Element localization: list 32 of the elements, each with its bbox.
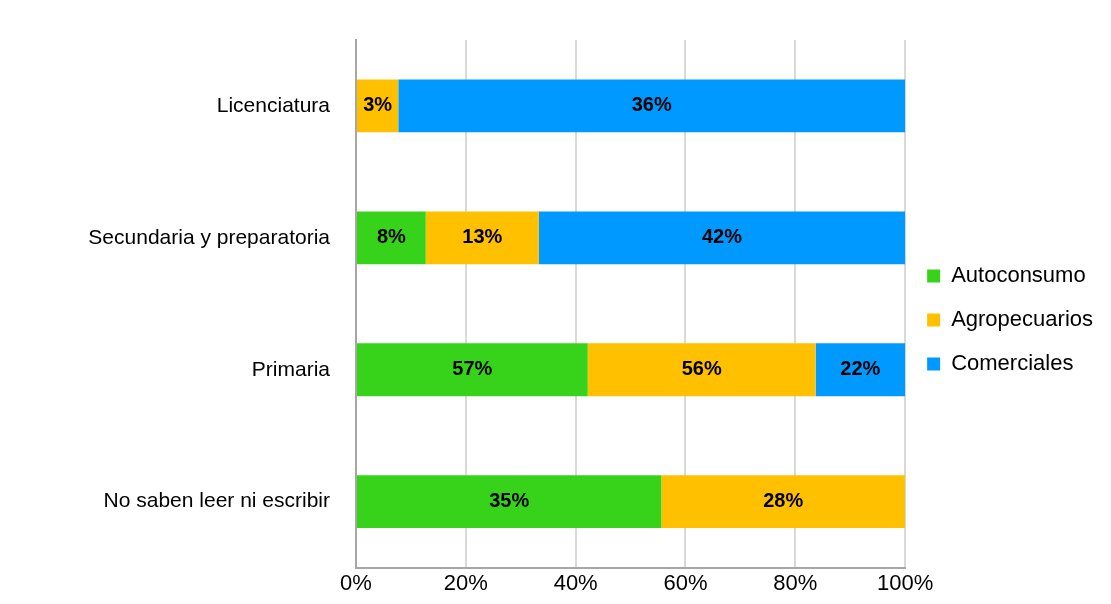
annotation: 56% bbox=[681, 357, 722, 380]
annotation: 57% bbox=[452, 357, 493, 380]
legend-label: Autoconsumo bbox=[951, 262, 1086, 288]
x-tick-label: 80% bbox=[773, 569, 818, 595]
annotation: 13% bbox=[462, 225, 503, 248]
x-tick-label: 60% bbox=[663, 569, 708, 595]
bar bbox=[357, 211, 426, 265]
y-tick-label: Licenciatura bbox=[216, 92, 331, 116]
x-tick-label: 40% bbox=[553, 569, 598, 595]
annotation: 8% bbox=[376, 225, 407, 248]
legend-label: Comerciales bbox=[951, 350, 1074, 376]
bar bbox=[398, 79, 906, 133]
bar bbox=[425, 211, 539, 265]
annotation: 3% bbox=[363, 93, 393, 116]
bar bbox=[587, 343, 816, 397]
annotation: 28% bbox=[763, 489, 804, 512]
bar bbox=[357, 343, 588, 397]
x-tick-label: 100% bbox=[877, 569, 934, 595]
y-tick-label: No saben leer ni escribir bbox=[103, 488, 331, 512]
bar bbox=[815, 343, 906, 397]
y-tick-label: Secundaria y preparatoria bbox=[88, 224, 331, 248]
bar bbox=[661, 475, 906, 529]
legend-label: Agropecuarios bbox=[951, 306, 1094, 332]
bar bbox=[357, 475, 662, 529]
annotation: 36% bbox=[631, 93, 672, 116]
annotation: 35% bbox=[489, 489, 530, 512]
x-tick-label: 0% bbox=[340, 569, 372, 595]
annotation: 42% bbox=[701, 225, 743, 248]
bar bbox=[538, 211, 906, 265]
x-tick-label: 20% bbox=[443, 569, 488, 595]
y-tick-label: Primaria bbox=[251, 356, 331, 380]
annotation: 22% bbox=[840, 357, 881, 380]
